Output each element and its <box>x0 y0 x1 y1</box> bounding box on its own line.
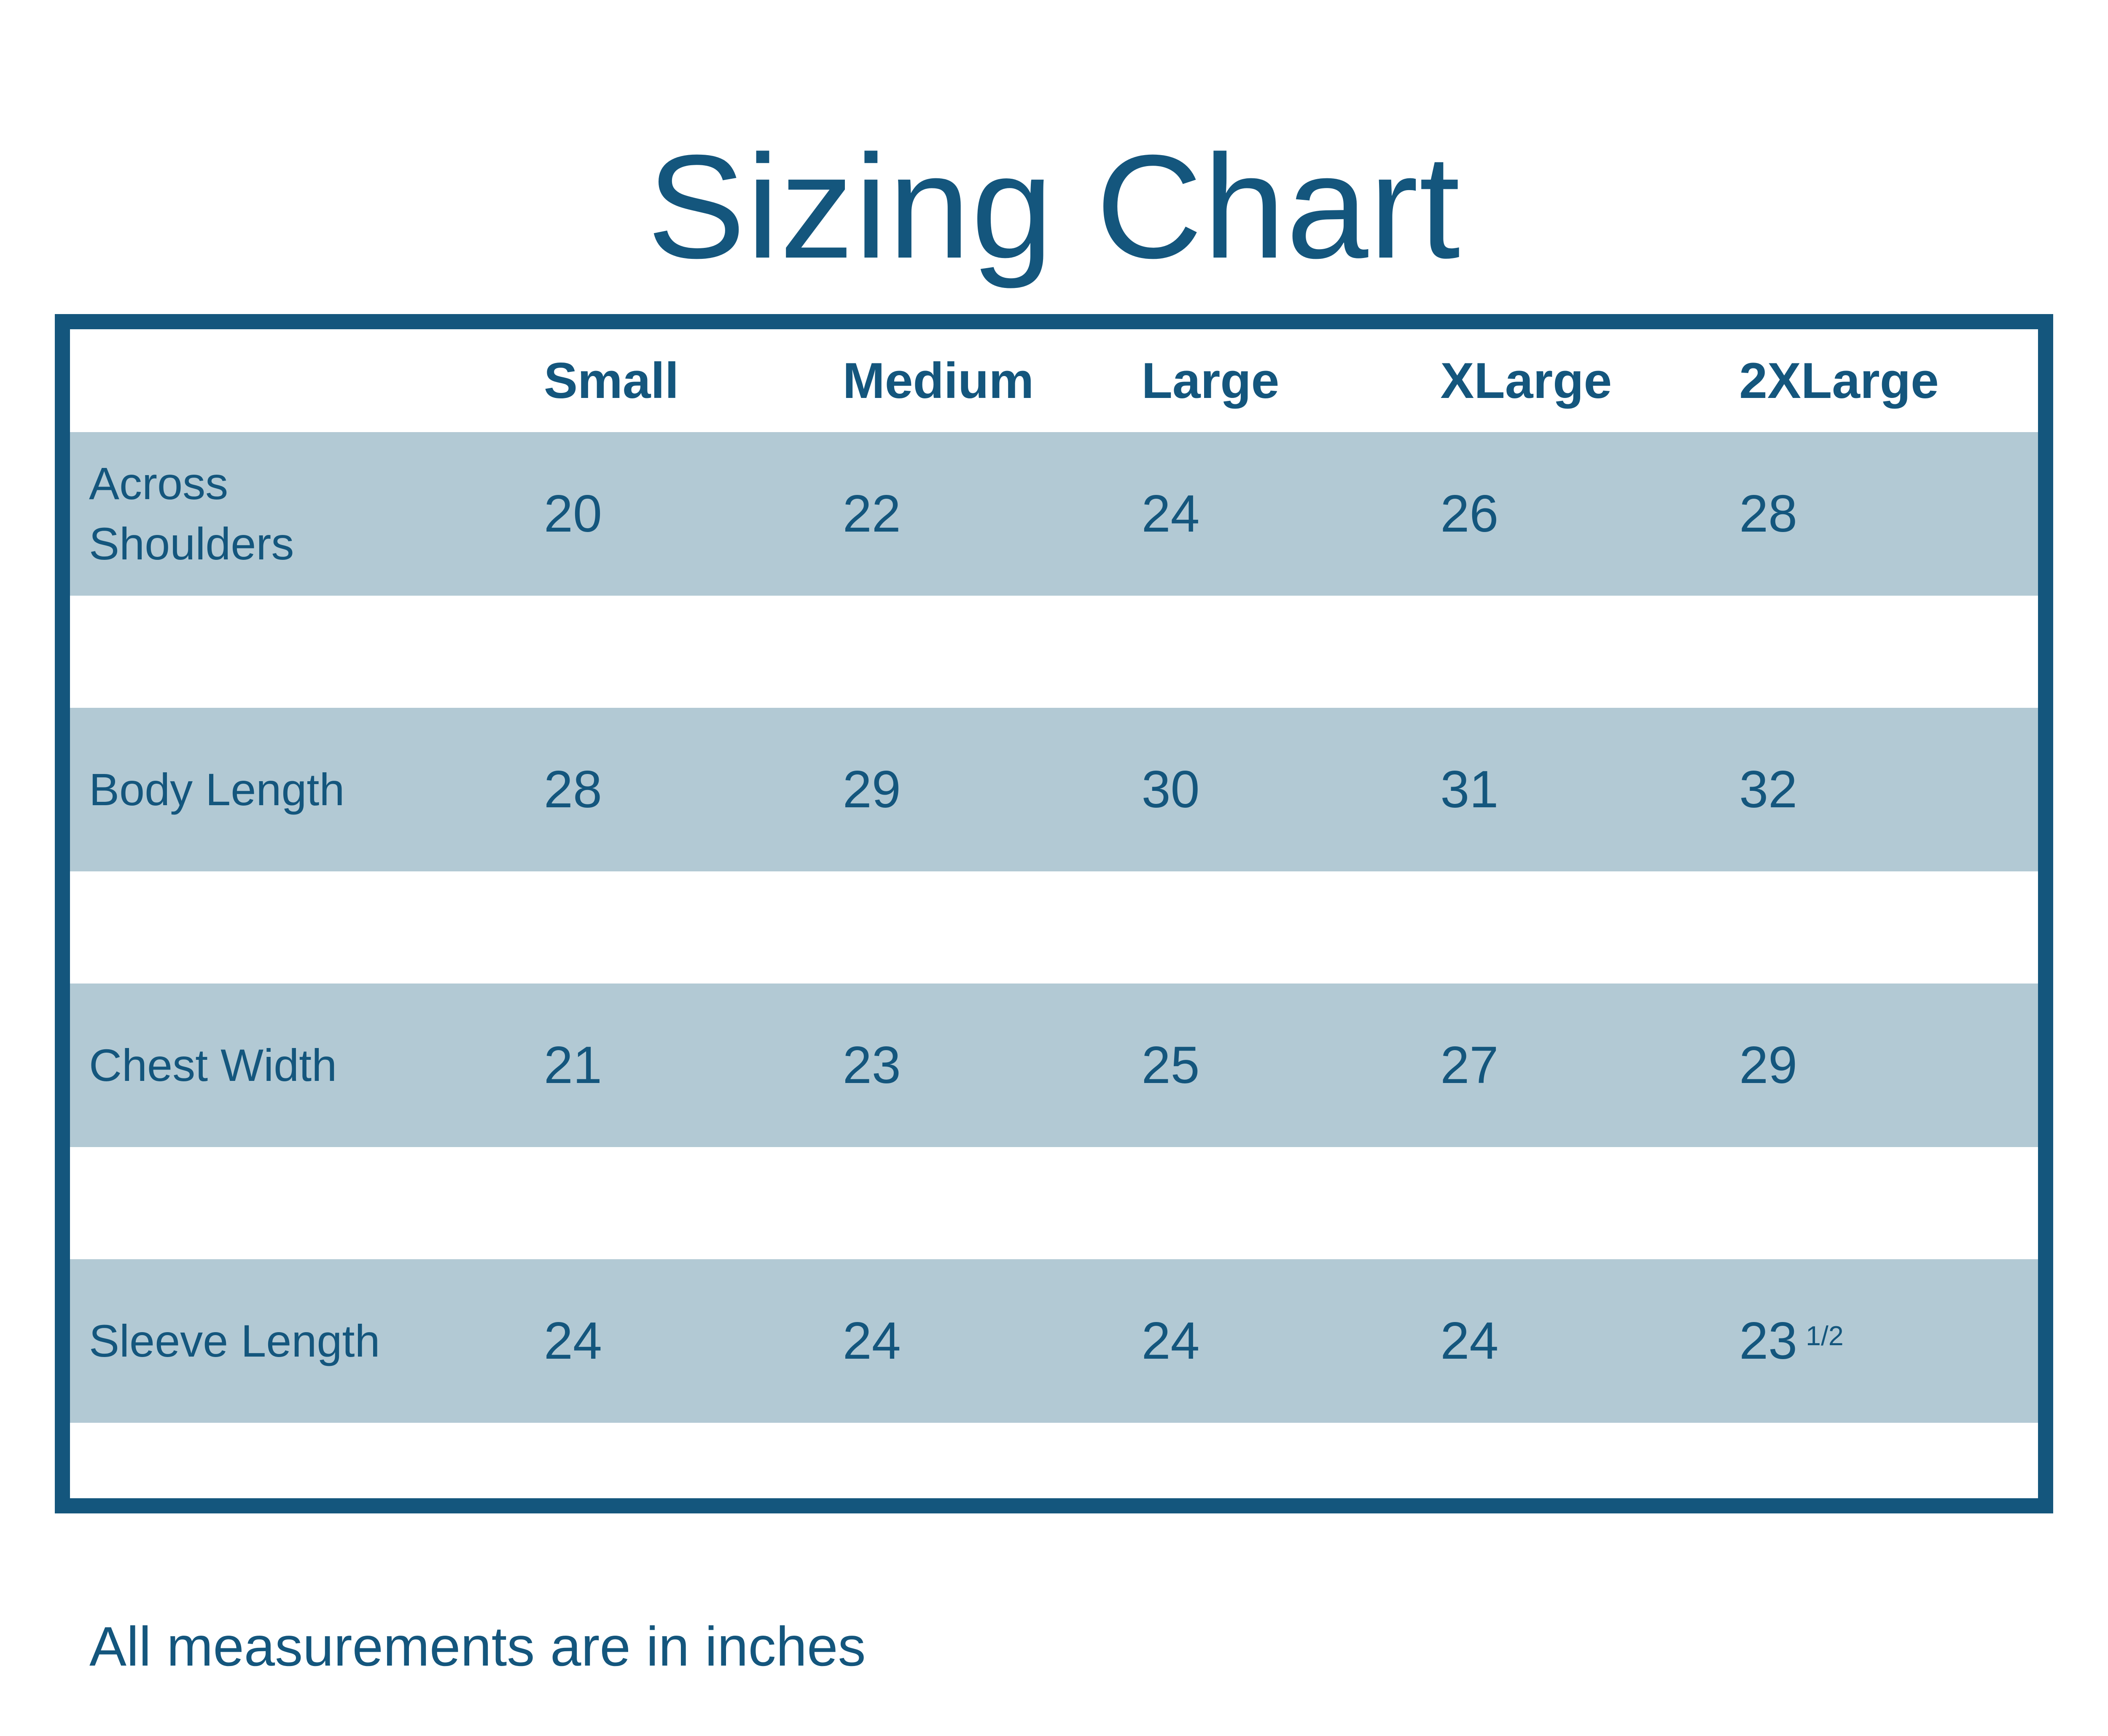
size-value-cell: 30 <box>1141 761 1200 819</box>
size-value-cell: 24 <box>1141 1312 1200 1370</box>
size-value-cell: 29 <box>1739 1036 1798 1094</box>
measurements-note: All measurements are in inches <box>89 1615 866 1677</box>
size-value-cell: 23 1/2 <box>1739 1311 2038 1371</box>
size-value-cell: 28 <box>544 761 602 819</box>
row-label: Sleeve Length <box>89 1315 380 1366</box>
size-value-cell: 21 <box>544 1036 602 1094</box>
row-label: Chest Width <box>89 1039 337 1091</box>
row-label-cell: Sleeve Length <box>70 1311 544 1371</box>
size-value-cell: 24 <box>1440 1312 1499 1370</box>
fraction-sup: 1/2 <box>1806 1320 1844 1351</box>
table-header-row: Small Medium Large XLarge 2XLarge <box>70 329 2038 432</box>
sizing-table: Small Medium Large XLarge 2XLarge Across… <box>55 314 2053 1513</box>
column-header-small: Small <box>544 352 679 409</box>
row-label-cell: Chest Width <box>70 1035 544 1096</box>
size-value-cell: 26 <box>1440 485 1499 543</box>
table-row-body-length: Body Length 28 29 30 31 32 <box>70 708 2038 871</box>
size-value-cell: 24 <box>544 1312 602 1370</box>
size-value: 23 <box>1739 1312 1798 1370</box>
row-label-cell: Across Shoulders <box>70 454 544 574</box>
size-value-cell: 29 <box>842 761 901 819</box>
column-header-large: Large <box>1141 352 1280 409</box>
row-label: Body Length <box>89 763 345 815</box>
page-title: Sizing Chart <box>647 124 1461 289</box>
size-value-cell: 23 <box>842 1036 901 1094</box>
size-value-cell: 27 <box>1440 1036 1499 1094</box>
size-value-cell: 32 <box>1739 761 1798 819</box>
size-value-cell: 20 <box>544 485 602 543</box>
size-value-cell: 31 <box>1440 761 1499 819</box>
size-value-cell: 22 <box>842 485 901 543</box>
row-label-cell: Body Length <box>70 760 544 820</box>
column-header-medium: Medium <box>842 352 1034 409</box>
table-row-sleeve-length: Sleeve Length 24 24 24 24 23 1/2 <box>70 1259 2038 1423</box>
size-value-cell: 25 <box>1141 1036 1200 1094</box>
column-header-2xlarge: 2XLarge <box>1739 352 1939 409</box>
table-row-chest-width: Chest Width 21 23 25 27 29 <box>70 984 2038 1147</box>
size-value-cell: 28 <box>1739 485 1798 543</box>
column-header-xlarge: XLarge <box>1440 352 1612 409</box>
row-label: Across Shoulders <box>89 458 294 569</box>
table-row-across-shoulders: Across Shoulders 20 22 24 26 28 <box>70 432 2038 596</box>
size-value-cell: 24 <box>1141 485 1200 543</box>
size-value-cell: 24 <box>842 1312 901 1370</box>
